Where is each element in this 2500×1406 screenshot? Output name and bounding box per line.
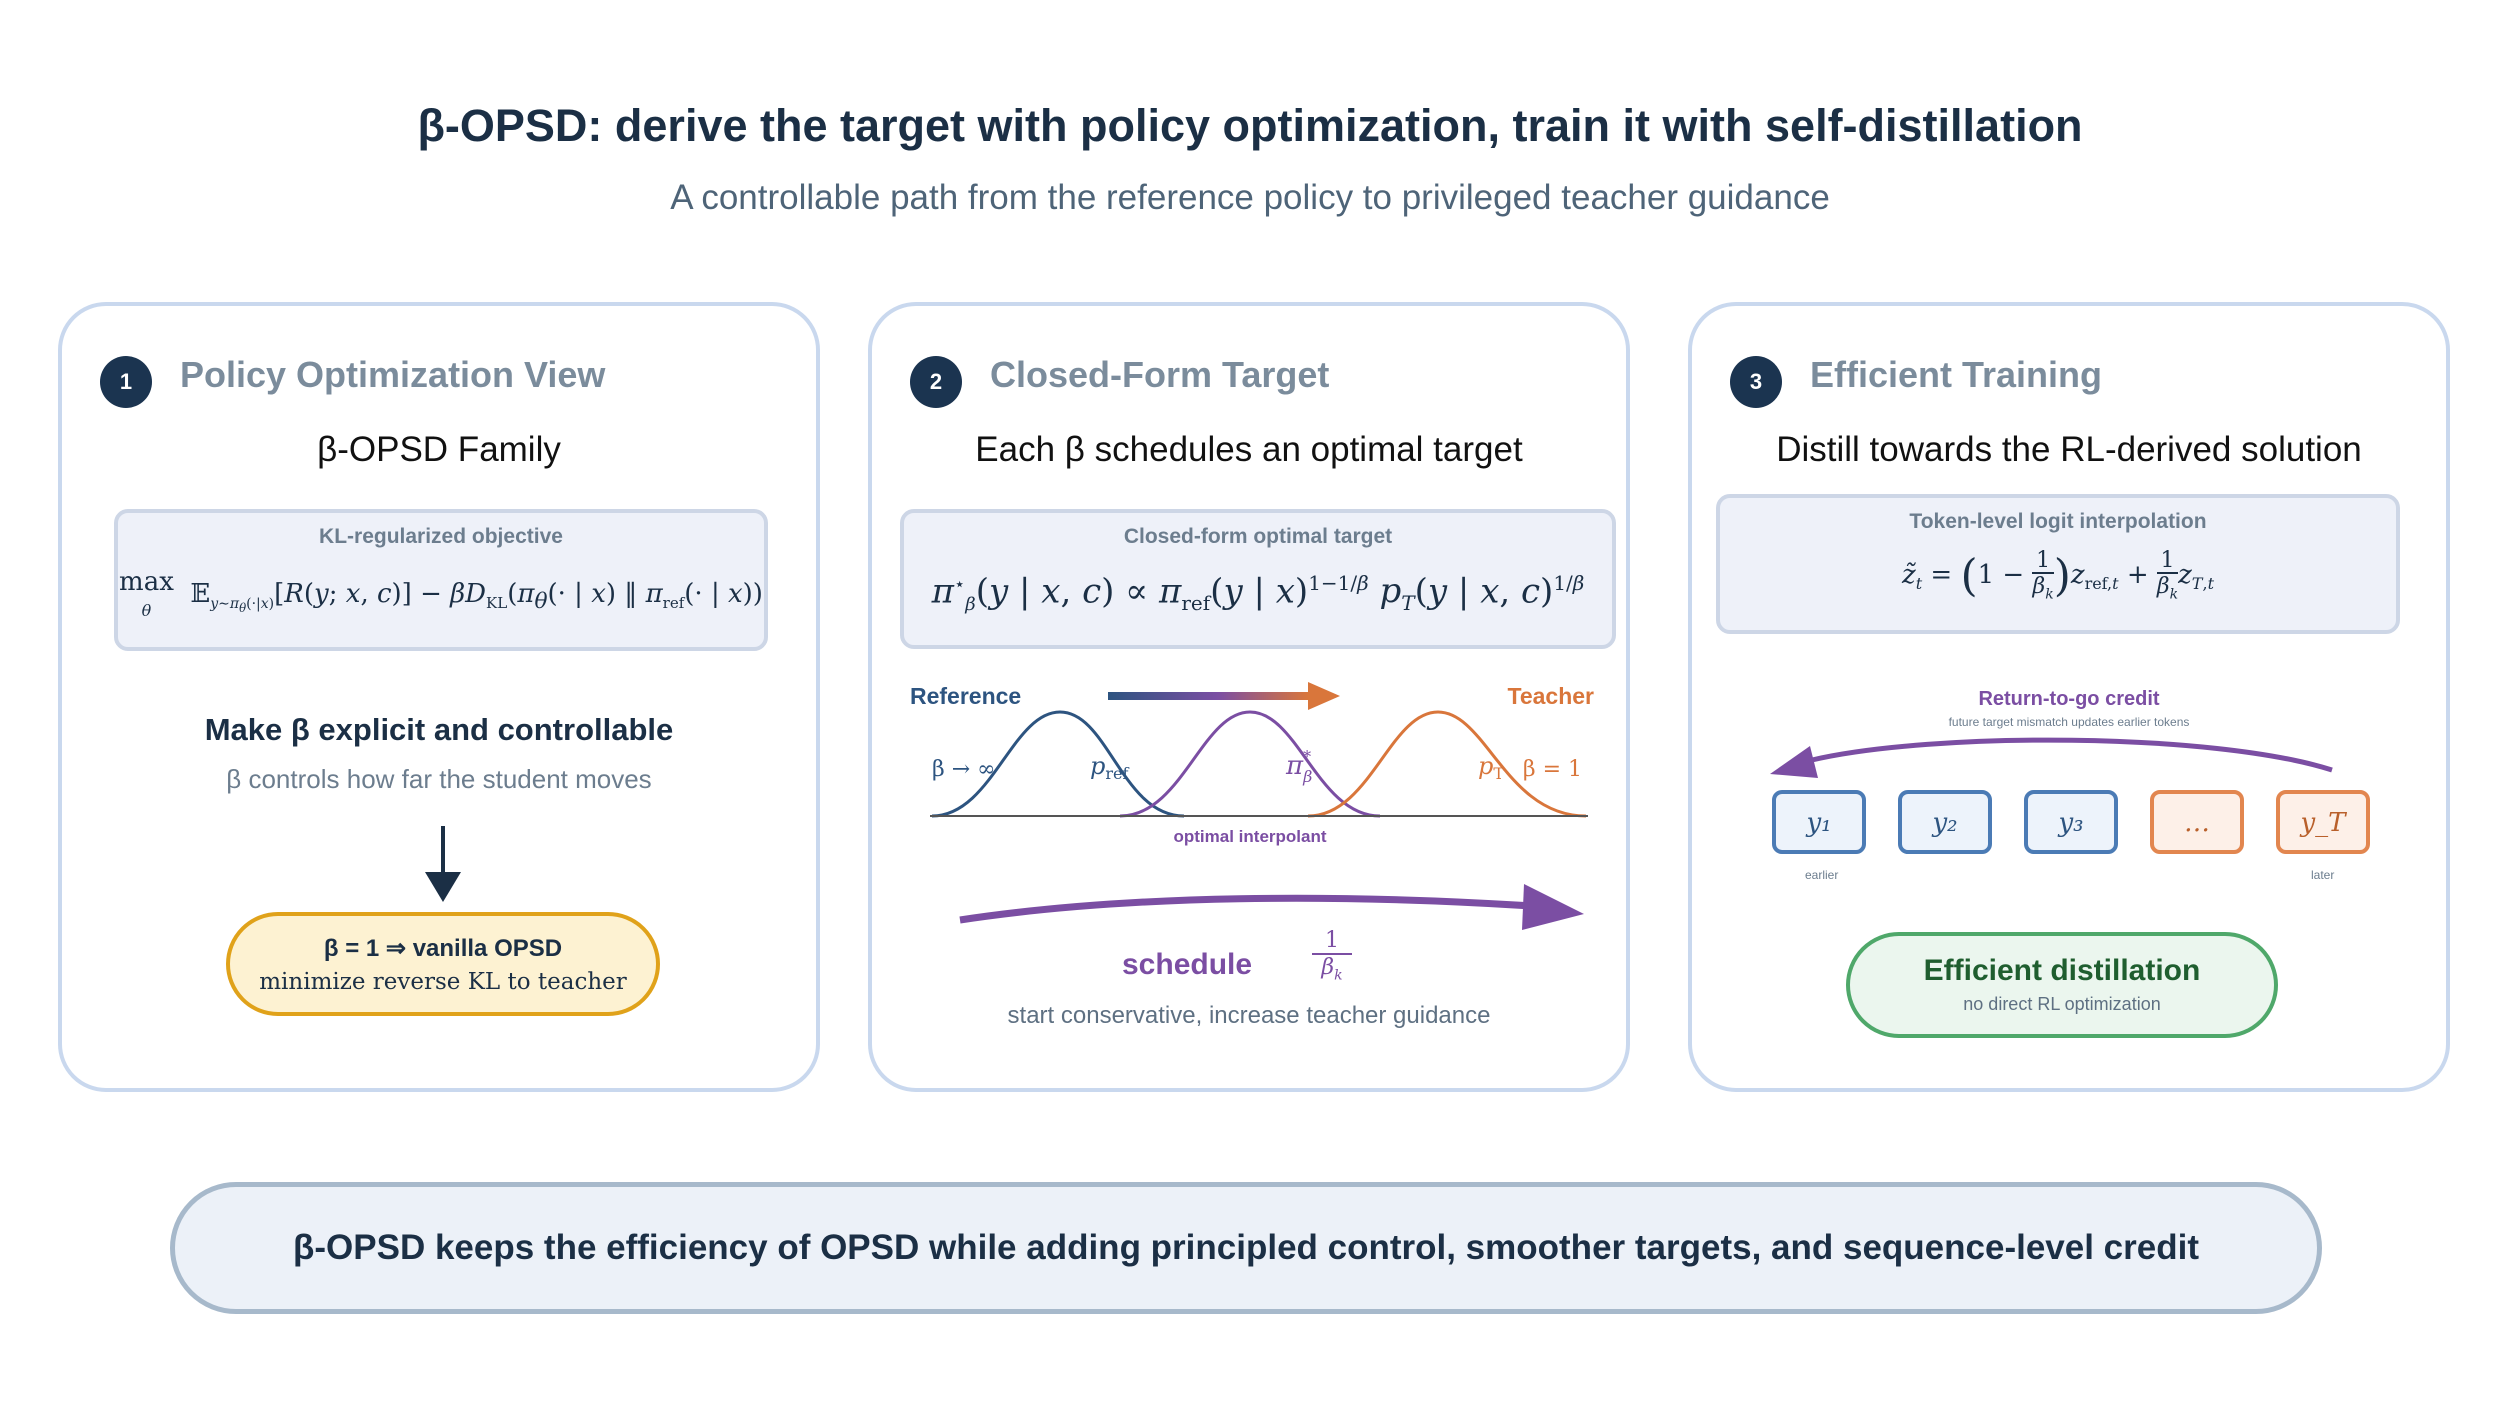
later-label: later bbox=[2311, 868, 2335, 882]
token-y1: y₁ bbox=[1772, 790, 1866, 854]
target-box: Closed-form optimal target π⋆β(y | x, c)… bbox=[900, 509, 1616, 649]
beta-one-label: β = 1 bbox=[1523, 757, 1582, 782]
objective-box-label: KL-regularized objective bbox=[319, 525, 563, 548]
gradient-arrow-head-icon bbox=[1308, 682, 1340, 710]
panel-subtitle: Distill towards the RL-derived solution bbox=[1776, 430, 2362, 469]
panel-policy-optimization: 1 Policy Optimization View β-OPSD Family… bbox=[58, 302, 820, 1092]
vanilla-opsd-title: β = 1 ⇒ vanilla OPSD bbox=[323, 935, 563, 962]
vanilla-opsd-box: β = 1 ⇒ vanilla OPSD minimize reverse KL… bbox=[226, 912, 660, 1016]
objective-formula: max θ 𝔼y∼πθ(·|x)[R(y; x, c)] − βDKL(πθ(· … bbox=[119, 567, 763, 620]
panel-title: Efficient Training bbox=[1810, 354, 2103, 395]
control-heading: Make β explicit and controllable bbox=[204, 712, 674, 747]
beta-infinity-label: β → ∞ bbox=[932, 757, 995, 782]
efficient-distillation-caption: no direct RL optimization bbox=[1963, 994, 2161, 1014]
panel-title: Policy Optimization View bbox=[180, 354, 606, 395]
step-number-1: 1 bbox=[100, 356, 152, 408]
step-number-3: 3 bbox=[1730, 356, 1782, 408]
reference-to-teacher-gradient-bar bbox=[1108, 692, 1308, 700]
teacher-label: Teacher bbox=[1507, 683, 1594, 709]
logit-box-label: Token-level logit interpolation bbox=[1909, 510, 2207, 533]
page-subtitle: A controllable path from the reference p… bbox=[670, 178, 1830, 217]
reference-label: Reference bbox=[910, 683, 1021, 709]
token-y3: y₃ bbox=[2024, 790, 2118, 854]
objective-box: KL-regularized objective max θ 𝔼y∼πθ(·|x)… bbox=[114, 509, 768, 651]
logit-formula: z̃t = (1 − 1 βk)zref,t + 1 βkzT,t bbox=[1901, 548, 2214, 603]
interpolation-diagram: Reference Teacher β → ∞ β = 1 pref π* β p… bbox=[910, 682, 1594, 846]
panel-closed-form-target: 2 Closed-Form Target Each β schedules an… bbox=[868, 302, 1630, 1092]
p-ref-label: pref bbox=[1090, 752, 1129, 783]
interpolant-curve bbox=[1119, 710, 1381, 818]
earlier-label: earlier bbox=[1805, 868, 1839, 882]
page-title: β-OPSD: derive the target with policy op… bbox=[417, 100, 2083, 151]
schedule-label: schedule bbox=[1122, 948, 1253, 981]
logit-box: Token-level logit interpolation z̃t = (1… bbox=[1716, 494, 2400, 634]
panel-title: Closed-Form Target bbox=[990, 354, 1330, 395]
panel-subtitle: β-OPSD Family bbox=[317, 430, 561, 469]
schedule-fraction: 1 βk bbox=[1312, 928, 1352, 983]
panel-subtitle: Each β schedules an optimal target bbox=[975, 430, 1523, 469]
optimal-interpolant-label: optimal interpolant bbox=[1174, 827, 1327, 846]
efficient-distillation-box: Efficient distillation no direct RL opti… bbox=[1846, 932, 2278, 1038]
p-teacher-label: pT bbox=[1478, 752, 1504, 783]
efficient-distillation-title: Efficient distillation bbox=[1923, 954, 2201, 987]
target-box-label: Closed-form optimal target bbox=[1123, 525, 1393, 548]
teacher-curve bbox=[1307, 710, 1587, 818]
summary-banner: β-OPSD keeps the efficiency of OPSD whil… bbox=[170, 1182, 2322, 1314]
token-ellipsis: … bbox=[2150, 790, 2244, 854]
down-arrow-icon bbox=[425, 826, 461, 902]
credit-caption: future target mismatch updates earlier t… bbox=[1948, 715, 2190, 729]
schedule-caption: start conservative, increase teacher gui… bbox=[1007, 1002, 1491, 1029]
token-yT: y_T bbox=[2276, 790, 2370, 854]
step-number-2: 2 bbox=[910, 356, 962, 408]
reference-curve bbox=[931, 710, 1185, 818]
token-y2: y₂ bbox=[1898, 790, 1992, 854]
vanilla-opsd-caption: minimize reverse KL to teacher bbox=[259, 969, 627, 995]
target-formula: π⋆β(y | x, c) ∝ πref(y | x)1−1/β pT(y | … bbox=[931, 571, 1585, 616]
credit-title: Return-to-go credit bbox=[1978, 688, 2160, 710]
pi-star-label: π* β bbox=[1285, 747, 1312, 786]
schedule-arrow-icon bbox=[959, 884, 1584, 930]
return-to-go-arrow-icon bbox=[1770, 737, 2333, 778]
control-caption: β controls how far the student moves bbox=[226, 764, 652, 794]
panel-efficient-training: 3 Efficient Training Distill towards the… bbox=[1688, 302, 2450, 1092]
